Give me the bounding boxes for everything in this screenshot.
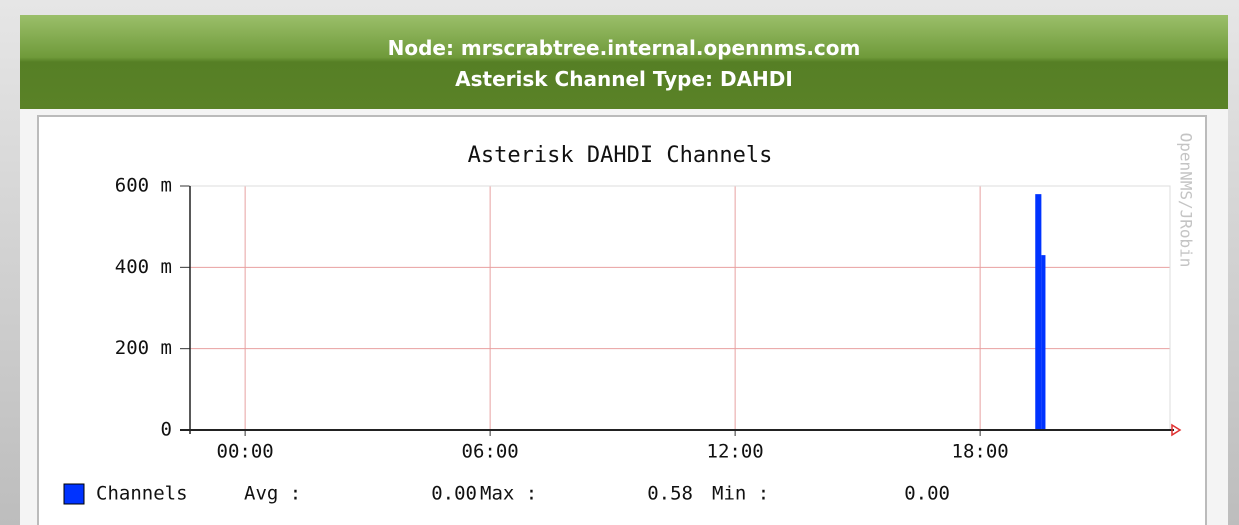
node-title: Node: mrscrabtree.internal.opennms.com <box>388 36 861 60</box>
x-tick-label: 12:00 <box>707 441 764 463</box>
stat-value: 0.58 <box>647 483 693 505</box>
axis-arrow <box>1171 423 1182 437</box>
y-tick-label: 0 <box>161 419 172 441</box>
watermark: OpenNMS/JRobin <box>1177 133 1196 268</box>
stat-value: 0.00 <box>904 483 950 505</box>
bar <box>1041 255 1046 430</box>
legend-label: Channels <box>96 483 188 505</box>
y-tick-label: 600 m <box>115 175 172 197</box>
header-subtitle: Asterisk Channel Type: DAHDI <box>455 67 793 91</box>
bar <box>1035 194 1042 430</box>
header-band <box>20 15 1228 109</box>
y-tick-label: 200 m <box>115 337 172 359</box>
x-tick-label: 06:00 <box>462 441 519 463</box>
chart-title: Asterisk DAHDI Channels <box>468 143 773 168</box>
legend-swatch <box>63 483 85 505</box>
y-tick-label: 400 m <box>115 256 172 278</box>
graph-frame <box>37 115 1207 525</box>
x-tick-label: 00:00 <box>217 441 274 463</box>
stat-label: Max : <box>480 483 537 505</box>
x-tick-label: 18:00 <box>952 441 1009 463</box>
stat-label: Avg : <box>244 483 301 505</box>
stat-value: 0.00 <box>431 483 477 505</box>
stat-label: Min : <box>712 483 769 505</box>
